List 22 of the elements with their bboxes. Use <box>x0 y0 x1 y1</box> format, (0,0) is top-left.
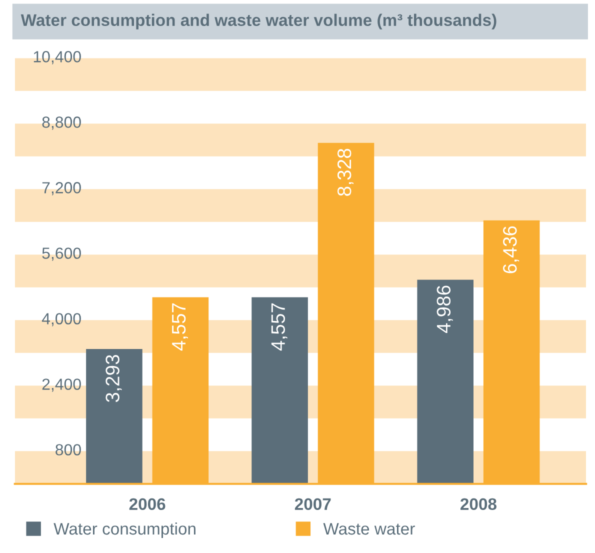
data-label: 3,293 <box>106 355 122 402</box>
data-label: 8,328 <box>337 148 354 196</box>
y-tick-label: 8,800 <box>42 116 81 130</box>
legend-label: Waste water <box>323 523 415 535</box>
y-tick-label: 10,400 <box>34 51 81 64</box>
y-tick-label: 800 <box>56 444 81 456</box>
bar <box>417 280 474 484</box>
data-label: 4,557 <box>172 303 188 351</box>
x-tick-label: 2007 <box>294 498 331 510</box>
data-label: 4,986 <box>436 286 453 334</box>
y-tick-label: 2,400 <box>42 378 81 392</box>
y-tick-label: 5,600 <box>42 248 81 261</box>
bar <box>86 349 142 484</box>
x-tick-label: 2008 <box>460 498 496 510</box>
legend-label: Water consumption <box>54 522 196 538</box>
y-tick-label: 4,000 <box>42 313 81 326</box>
bar <box>252 297 308 484</box>
data-label: 6,436 <box>503 226 520 274</box>
x-tick-label: 2006 <box>129 498 166 510</box>
data-label: 4,557 <box>271 303 288 351</box>
y-tick-label: 7,200 <box>42 182 81 196</box>
chart-title: Water consumption and waste water volume (m³ thousands) <box>20 14 496 30</box>
